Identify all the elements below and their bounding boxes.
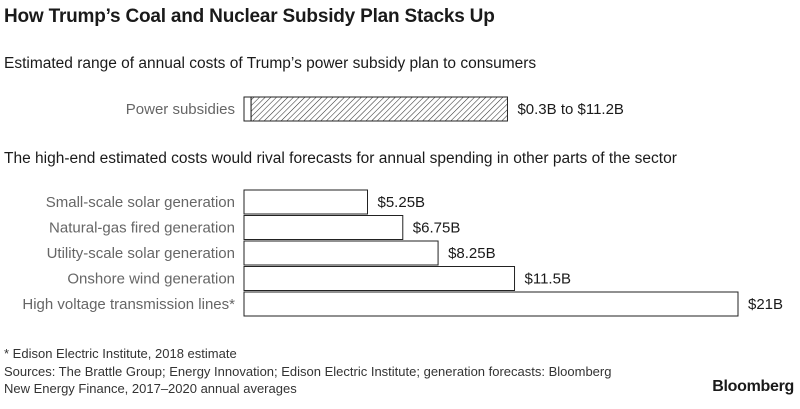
category-label: Power subsidies [126,101,235,118]
forecast-bar [243,215,404,240]
forecast-value-label: $8.25B [448,245,496,262]
spending-forecast-chart: Small-scale solar generation $5.25B Natura… [22,189,783,317]
footnote: * Edison Electric Institute, 2018 estima… [4,346,237,361]
forecast-value-label: $5.25B [378,194,426,211]
range-high-bar [250,96,508,122]
forecast-value-label: $6.75B [413,220,461,237]
bloomberg-logo: Bloomberg [712,378,794,395]
sources-line-1: Sources: The Brattle Group; Energy Innov… [4,364,612,379]
forecast-bar [243,240,439,266]
subsidy-range-chart: Power subsidies $0.3B to $11.2B [126,96,624,122]
forecast-bar [243,266,516,291]
forecast-value-label: $21B [748,296,783,313]
forecast-bar [243,291,739,317]
range-low-bar [243,96,252,122]
category-label: Utility-scale solar generation [47,245,235,262]
category-label: Small-scale solar generation [46,194,235,211]
chart-title: How Trump’s Coal and Nuclear Subsidy Pla… [4,6,495,27]
subsidy-subtitle: Estimated range of annual costs of Trump… [4,55,537,72]
category-label: Natural-gas fired generation [49,220,235,237]
forecast-value-label: $11.5B [525,271,571,288]
sources-line-2: New Energy Finance, 2017–2020 annual ave… [4,381,297,396]
forecast-bar [243,189,368,215]
category-label: Onshore wind generation [67,271,235,288]
sources: Sources: The Brattle Group; Energy Innov… [4,363,611,397]
comparison-subtitle: The high-end estimated costs would rival… [4,150,677,167]
range-value-label: $0.3B to $11.2B [517,101,623,118]
category-label: High voltage transmission lines* [22,296,235,313]
